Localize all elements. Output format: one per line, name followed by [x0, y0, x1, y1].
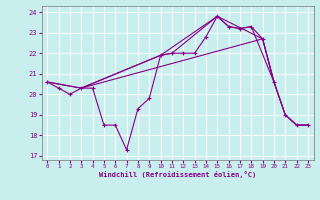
- X-axis label: Windchill (Refroidissement éolien,°C): Windchill (Refroidissement éolien,°C): [99, 171, 256, 178]
